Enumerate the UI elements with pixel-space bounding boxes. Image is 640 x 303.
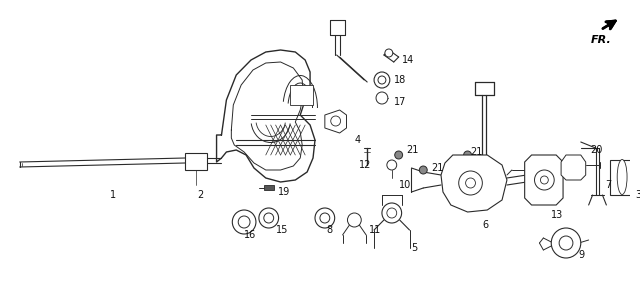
Text: 21: 21 — [406, 145, 419, 155]
Circle shape — [238, 216, 250, 228]
Polygon shape — [325, 110, 346, 133]
Text: 14: 14 — [402, 55, 414, 65]
Polygon shape — [291, 85, 313, 105]
Circle shape — [320, 213, 330, 223]
Circle shape — [466, 178, 476, 188]
Circle shape — [382, 203, 402, 223]
Circle shape — [315, 208, 335, 228]
Text: 2: 2 — [197, 190, 203, 200]
FancyArrowPatch shape — [603, 21, 616, 28]
Polygon shape — [185, 153, 207, 170]
Circle shape — [387, 208, 397, 218]
Polygon shape — [441, 155, 507, 212]
Circle shape — [331, 116, 340, 126]
Text: 13: 13 — [551, 210, 563, 220]
Circle shape — [232, 210, 256, 234]
Circle shape — [395, 151, 403, 159]
Text: FR.: FR. — [591, 35, 611, 45]
Circle shape — [540, 176, 548, 184]
Text: 10: 10 — [399, 180, 411, 190]
Circle shape — [264, 213, 274, 223]
Text: 12: 12 — [359, 160, 372, 170]
Text: 19: 19 — [278, 187, 290, 197]
Ellipse shape — [617, 159, 627, 195]
Text: 17: 17 — [394, 97, 406, 107]
Circle shape — [419, 166, 428, 174]
Circle shape — [534, 170, 554, 190]
Circle shape — [378, 76, 386, 84]
Text: 11: 11 — [369, 225, 381, 235]
Text: 18: 18 — [394, 75, 406, 85]
Text: 6: 6 — [483, 220, 488, 230]
Circle shape — [387, 160, 397, 170]
Text: 20: 20 — [591, 145, 603, 155]
Text: 7: 7 — [605, 180, 612, 190]
Circle shape — [551, 228, 580, 258]
Text: 1: 1 — [110, 190, 116, 200]
Circle shape — [559, 236, 573, 250]
Circle shape — [374, 72, 390, 88]
Text: 21: 21 — [470, 147, 483, 157]
Polygon shape — [561, 155, 586, 180]
Polygon shape — [525, 155, 563, 205]
Circle shape — [459, 171, 483, 195]
Text: 3: 3 — [635, 190, 640, 200]
Polygon shape — [611, 160, 635, 195]
Polygon shape — [264, 185, 274, 190]
Circle shape — [463, 151, 472, 159]
Text: 15: 15 — [276, 225, 288, 235]
Text: 8: 8 — [327, 225, 333, 235]
Text: 16: 16 — [244, 230, 257, 240]
Circle shape — [385, 49, 393, 57]
Text: 4: 4 — [355, 135, 360, 145]
Circle shape — [259, 208, 278, 228]
Circle shape — [348, 213, 361, 227]
Text: 9: 9 — [579, 250, 585, 260]
Text: 21: 21 — [431, 163, 444, 173]
Text: 5: 5 — [412, 243, 418, 253]
Circle shape — [376, 92, 388, 104]
